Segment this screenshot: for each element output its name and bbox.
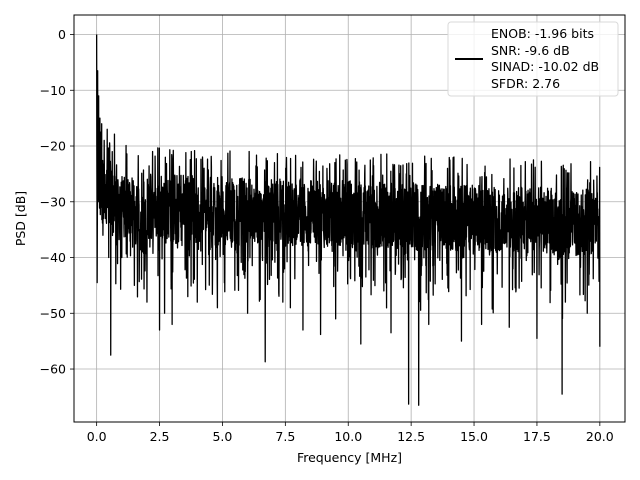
psd-line xyxy=(95,34,601,406)
y-axis-ticks: 0 −10 −20 −30 −40 −50 −60 xyxy=(40,27,74,377)
x-tick-label: 0.0 xyxy=(87,429,107,444)
x-tick-label: 7.5 xyxy=(275,429,295,444)
psd-series xyxy=(95,34,601,406)
y-tick-label: −10 xyxy=(40,83,66,98)
legend-line-snr: SNR: -9.6 dB xyxy=(491,43,570,58)
x-tick-label: 20.0 xyxy=(586,429,614,444)
x-axis-ticks: 0.0 2.5 5.0 7.5 10.0 12.5 15.0 17.5 20.0 xyxy=(87,422,614,444)
y-tick-label: 0 xyxy=(58,27,66,42)
x-tick-label: 2.5 xyxy=(150,429,170,444)
y-tick-label: −20 xyxy=(40,139,66,154)
y-tick-label: −50 xyxy=(40,306,66,321)
y-axis-label: PSD [dB] xyxy=(13,191,28,246)
x-axis-label: Frequency [MHz] xyxy=(297,450,402,465)
legend-line-sinad: SINAD: -10.02 dB xyxy=(491,59,599,74)
x-tick-label: 17.5 xyxy=(523,429,551,444)
x-tick-label: 10.0 xyxy=(334,429,362,444)
legend-line-sfdr: SFDR: 2.76 xyxy=(491,76,560,91)
legend: ENOB: -1.96 bits SNR: -9.6 dB SINAD: -10… xyxy=(447,21,619,97)
legend-box xyxy=(447,21,619,97)
x-tick-label: 5.0 xyxy=(212,429,232,444)
plot-frame xyxy=(73,14,626,423)
y-tick-label: −40 xyxy=(40,250,66,265)
y-tick-label: −30 xyxy=(40,194,66,209)
x-tick-label: 15.0 xyxy=(460,429,488,444)
legend-line-enob: ENOB: -1.96 bits xyxy=(491,26,594,41)
x-tick-label: 12.5 xyxy=(397,429,425,444)
y-tick-label: −60 xyxy=(40,362,66,377)
